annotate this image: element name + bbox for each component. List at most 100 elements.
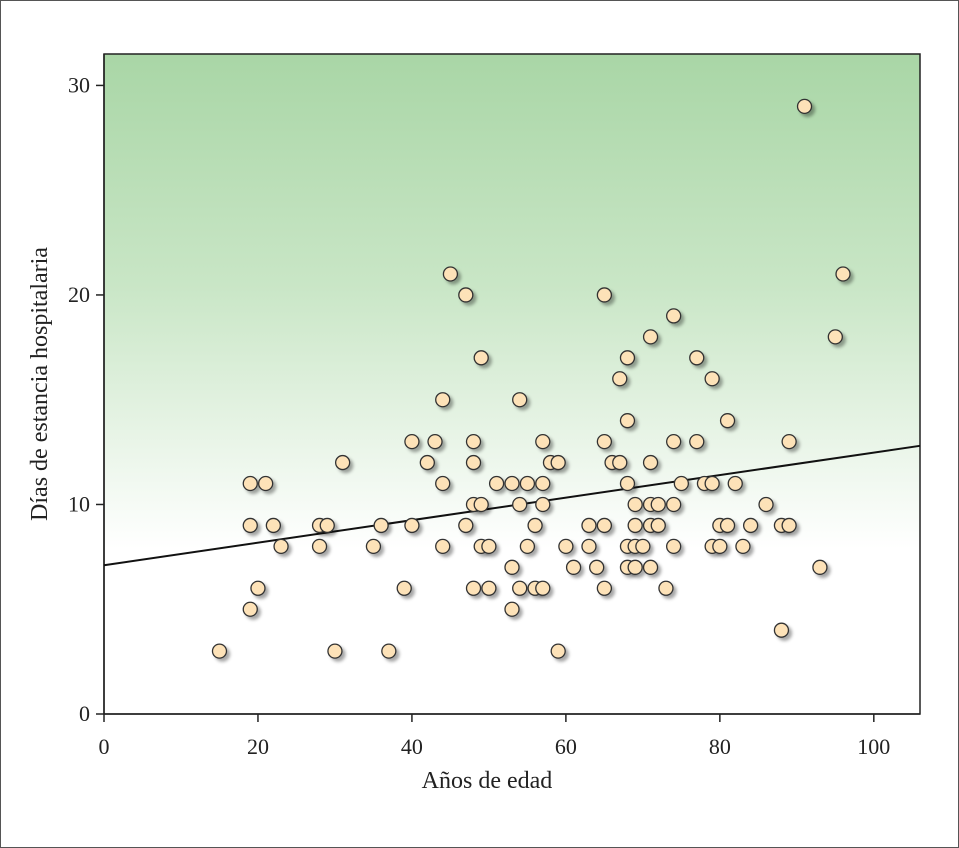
- data-point: [242, 475, 258, 492]
- data-point: [435, 392, 451, 408]
- data-point: [627, 517, 643, 534]
- data-point: [458, 287, 474, 303]
- y-tick-label: 10: [68, 491, 90, 516]
- data-point: [519, 475, 536, 492]
- data-point: [396, 580, 412, 596]
- x-tick-label: 80: [709, 734, 731, 759]
- data-point: [666, 308, 682, 324]
- data-point: [650, 496, 666, 513]
- data-point: [535, 496, 551, 513]
- data-point: [535, 580, 551, 596]
- data-point: [612, 371, 628, 387]
- data-point: [458, 517, 474, 534]
- data-point: [311, 538, 328, 555]
- ticks: 0 20 40 60 80 100 0 10 20 30: [68, 72, 890, 759]
- data-point: [658, 580, 674, 596]
- y-tick-label: 0: [79, 701, 90, 726]
- data-point: [627, 496, 643, 513]
- axes: [103, 54, 920, 715]
- data-point: [666, 496, 682, 513]
- data-point: [473, 496, 489, 513]
- data-point: [273, 538, 289, 555]
- data-point: [465, 433, 482, 450]
- data-point: [512, 580, 528, 596]
- data-point: [812, 559, 828, 575]
- data-point: [689, 350, 705, 366]
- data-point: [481, 580, 497, 596]
- data-point: [642, 454, 659, 471]
- data-point: [727, 475, 743, 492]
- data-point: [504, 601, 520, 617]
- data-point: [465, 580, 482, 596]
- data-point: [666, 538, 682, 555]
- data-point: [796, 98, 813, 115]
- data-point: [642, 329, 659, 345]
- points-group: [211, 98, 851, 659]
- y-tick-label: 20: [68, 282, 90, 307]
- y-tick-label: 30: [68, 72, 90, 97]
- data-point: [619, 350, 636, 366]
- data-point: [619, 475, 636, 492]
- data-point: [704, 371, 720, 387]
- regression-line-group: [103, 444, 921, 567]
- data-point: [627, 559, 643, 575]
- data-point: [512, 496, 528, 513]
- data-point: [519, 538, 536, 555]
- x-tick-label: 100: [857, 734, 890, 759]
- data-point: [596, 517, 613, 534]
- data-point: [435, 538, 451, 555]
- data-point: [512, 392, 528, 408]
- data-point: [473, 350, 489, 366]
- data-point: [242, 601, 258, 617]
- y-axis-label: Días de estancia hospitalaria: [27, 247, 53, 521]
- data-point: [781, 517, 797, 534]
- data-point: [558, 538, 574, 555]
- data-point: [719, 517, 736, 534]
- data-point: [465, 454, 482, 471]
- data-point: [773, 622, 790, 638]
- x-axis-label: Años de edad: [422, 768, 553, 794]
- data-point: [365, 538, 382, 555]
- data-point: [565, 559, 582, 575]
- data-point: [550, 643, 566, 659]
- data-point: [596, 433, 613, 450]
- data-point: [488, 475, 505, 492]
- data-point: [612, 454, 628, 471]
- x-tick-label: 0: [99, 734, 110, 759]
- x-tick-label: 40: [401, 734, 423, 759]
- data-point: [404, 433, 420, 450]
- data-point: [550, 454, 566, 471]
- data-point: [596, 580, 613, 596]
- data-point: [435, 475, 451, 492]
- data-point: [589, 559, 605, 575]
- data-point: [250, 580, 266, 596]
- data-point: [704, 475, 720, 492]
- data-point: [827, 329, 843, 345]
- data-point: [373, 517, 389, 534]
- data-point: [650, 517, 666, 534]
- data-point: [327, 643, 343, 659]
- data-point: [527, 517, 543, 534]
- data-point: [258, 475, 274, 492]
- data-point: [712, 538, 728, 555]
- data-point: [404, 517, 420, 534]
- x-tick-label: 60: [555, 734, 577, 759]
- data-point: [504, 475, 520, 492]
- data-point: [419, 454, 435, 471]
- data-point: [581, 538, 597, 555]
- data-point: [719, 413, 736, 429]
- data-point: [535, 433, 551, 450]
- data-point: [211, 643, 228, 659]
- data-point: [619, 413, 636, 429]
- data-point: [242, 517, 258, 534]
- data-point: [319, 517, 335, 534]
- data-point: [742, 517, 759, 534]
- data-point: [427, 433, 443, 450]
- data-point: [265, 517, 282, 534]
- data-point: [673, 475, 690, 492]
- data-point: [781, 433, 797, 450]
- data-point: [442, 266, 459, 282]
- data-point: [666, 433, 682, 450]
- data-point: [596, 287, 613, 303]
